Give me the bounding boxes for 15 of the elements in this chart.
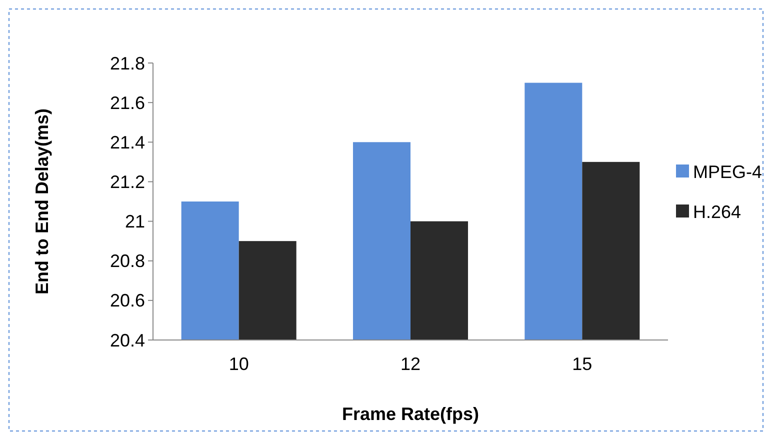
y-axis-title: End to End Delay(ms) [32,108,52,295]
y-tick-label: 20.8 [110,251,145,272]
y-tick-label: 21.4 [110,132,145,152]
x-tick-label: 12 [400,354,421,374]
legend-label: H.264 [693,202,742,222]
x-tick-label: 10 [228,354,249,374]
legend-label: MPEG-4 [693,162,762,182]
y-tick-label: 21.2 [110,172,145,192]
x-axis-title: Frame Rate(fps) [342,404,480,424]
x-tick-label: 15 [572,354,592,374]
y-tick-label: 20.4 [110,330,145,350]
y-tick-label: 20.6 [110,290,145,311]
y-tick-label: 21.8 [110,53,145,74]
y-tick-label: 21 [124,212,145,232]
y-tick-label: 21.6 [110,92,145,113]
